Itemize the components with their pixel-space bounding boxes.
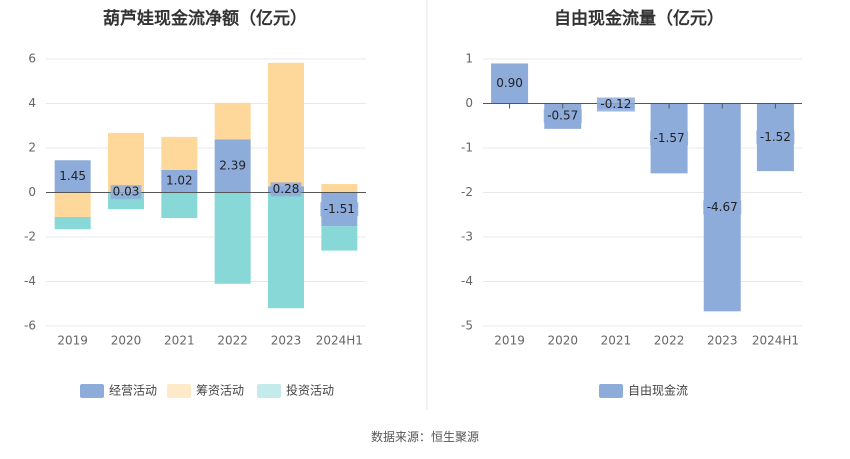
- y-tick-label: -1: [461, 141, 473, 155]
- legend-item[interactable]: 投资活动: [257, 383, 334, 399]
- data-label: -1.51: [324, 202, 355, 216]
- x-tick-label: 2021: [601, 334, 632, 348]
- x-tick-label: 2024H1: [316, 334, 363, 348]
- y-tick-label: -5: [461, 319, 473, 333]
- bar: [54, 192, 91, 217]
- legend-label: 自由现金流: [628, 383, 688, 398]
- bar: [321, 184, 358, 193]
- data-label-bg: [320, 202, 359, 217]
- data-label: -4.67: [707, 200, 738, 214]
- x-tick-label: 2023: [707, 334, 738, 348]
- legend-label: 经营活动: [109, 384, 157, 398]
- y-tick-label: 0: [465, 96, 473, 110]
- y-tick-label: 1: [465, 52, 473, 66]
- y-tick-label: -2: [461, 185, 473, 199]
- x-tick-label: 2019: [494, 334, 525, 348]
- data-label: 2.39: [219, 158, 246, 172]
- data-label-bg: [270, 182, 302, 197]
- bar: [268, 62, 304, 187]
- y-tick-label: 4: [28, 96, 36, 110]
- x-tick-label: 2022: [654, 334, 685, 348]
- legend-item[interactable]: 自由现金流: [599, 383, 688, 399]
- y-tick-label: 2: [28, 141, 36, 155]
- legend-swatch: [599, 384, 623, 398]
- data-label-bg: [756, 130, 795, 145]
- data-label-bg: [57, 169, 89, 184]
- bar: [161, 136, 198, 170]
- data-label-bg: [650, 131, 689, 146]
- data-label-bg: [494, 76, 525, 91]
- y-tick-label: -4: [24, 274, 36, 288]
- y-tick-label: 0: [28, 185, 36, 199]
- data-label-bg: [217, 158, 249, 173]
- bar: [54, 216, 91, 230]
- legend-swatch: [80, 384, 104, 398]
- data-label-bg: [596, 97, 635, 112]
- bar: [268, 192, 304, 309]
- legend-swatch: [167, 384, 191, 398]
- data-label-bg: [543, 109, 582, 124]
- legend-label: 筹资活动: [196, 384, 244, 398]
- chart-2: 自由现金流量（亿元） 1 0 -1 -2 -3 -4 -5 0.90 -0.57 -0.12 -1.5…: [461, 8, 802, 398]
- data-label: 1.02: [166, 174, 193, 188]
- bar: [214, 192, 251, 284]
- data-label: 0.28: [273, 182, 300, 196]
- x-tick-label: 2020: [547, 334, 578, 348]
- x-tick-label: 2020: [111, 334, 142, 348]
- y-tick-label: -6: [24, 319, 36, 333]
- bar: [214, 102, 251, 140]
- x-tick-label: 2023: [271, 334, 302, 348]
- legend-item[interactable]: 经营活动: [80, 384, 157, 399]
- x-tick-label: 2024H1: [752, 334, 799, 348]
- y-tick-label: -2: [24, 230, 36, 244]
- data-label: -0.12: [600, 97, 631, 111]
- bar: [161, 192, 198, 219]
- x-tick-label: 2021: [164, 334, 195, 348]
- chart-title: 葫芦娃现金流净额（亿元）: [103, 8, 307, 29]
- x-tick-label: 2019: [57, 334, 88, 348]
- source-note: 数据来源：恒生聚源: [370, 430, 479, 444]
- data-label-bg: [703, 200, 742, 215]
- data-label: -1.52: [760, 130, 791, 144]
- data-label: -1.57: [654, 131, 685, 145]
- legend-label: 投资活动: [286, 383, 334, 398]
- legend-item[interactable]: 筹资活动: [167, 384, 244, 399]
- y-tick-label: 6: [28, 52, 36, 66]
- data-label-bg: [110, 185, 142, 200]
- chart-1: 葫芦娃现金流净额（亿元） 6 4 2 0 -2 -4 -6 1.45 0.03 1.02 2.39 0.…: [24, 8, 366, 398]
- data-label: 1.45: [59, 169, 86, 183]
- chart-title: 自由现金流量（亿元）: [554, 8, 724, 29]
- data-label-bg: [163, 174, 195, 189]
- data-label: -0.57: [547, 109, 578, 123]
- data-label: 0.03: [113, 185, 140, 199]
- legend-swatch: [257, 384, 281, 398]
- bar: [108, 132, 144, 192]
- bar: [321, 226, 358, 251]
- y-tick-label: -4: [461, 274, 473, 288]
- y-tick-label: -3: [461, 230, 473, 244]
- data-label: 0.90: [496, 76, 523, 90]
- x-tick-label: 2022: [217, 334, 248, 348]
